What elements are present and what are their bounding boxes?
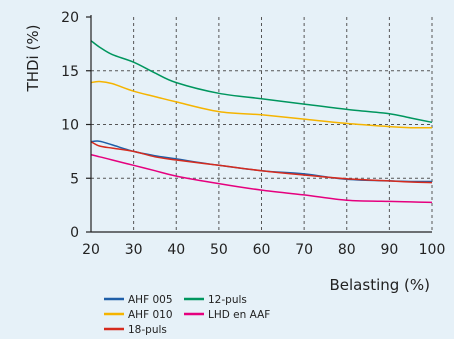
series-line-ahf-010 bbox=[90, 80, 433, 129]
legend-label-ahf-005: AHF 005 bbox=[128, 294, 173, 306]
y-tick-label: 20 bbox=[61, 10, 79, 26]
legend-label-18-puls: 18-puls bbox=[128, 324, 167, 336]
y-tick-labels: 0 5 10 15 20 bbox=[61, 10, 79, 241]
x-tick-label: 70 bbox=[295, 242, 313, 258]
y-tick-label: 15 bbox=[61, 64, 79, 80]
x-tick-label: 60 bbox=[253, 242, 271, 258]
grid bbox=[91, 17, 433, 232]
y-axis-title: THDi (%) bbox=[24, 25, 42, 93]
x-tick-label: 100 bbox=[419, 242, 446, 258]
x-axis-title: Belasting (%) bbox=[330, 276, 431, 294]
legend-label-12-puls: 12-puls bbox=[208, 294, 247, 306]
y-tick-label: 10 bbox=[61, 118, 79, 134]
series-lines bbox=[90, 40, 433, 204]
series-line-12-puls bbox=[90, 40, 433, 124]
y-tick-label: 5 bbox=[70, 171, 79, 187]
y-tick-label: 0 bbox=[70, 225, 79, 241]
legend-label-ahf-010: AHF 010 bbox=[128, 309, 173, 321]
series-line-18-puls bbox=[90, 141, 433, 184]
legend: AHF 005 12-puls AHF 010 LHD en AAF 18-puls bbox=[104, 294, 270, 336]
x-tick-labels: 20 30 40 50 60 70 80 90 100 bbox=[82, 242, 445, 258]
axes bbox=[86, 15, 432, 233]
x-tick-label: 40 bbox=[167, 242, 185, 258]
x-tick-label: 90 bbox=[380, 242, 398, 258]
x-tick-label: 20 bbox=[82, 242, 100, 258]
series-line-lhd-en-aaf bbox=[90, 153, 433, 204]
x-tick-label: 50 bbox=[210, 242, 228, 258]
legend-label-lhd-en-aaf: LHD en AAF bbox=[208, 309, 270, 321]
x-tick-label: 80 bbox=[338, 242, 356, 258]
x-tick-label: 30 bbox=[125, 242, 143, 258]
